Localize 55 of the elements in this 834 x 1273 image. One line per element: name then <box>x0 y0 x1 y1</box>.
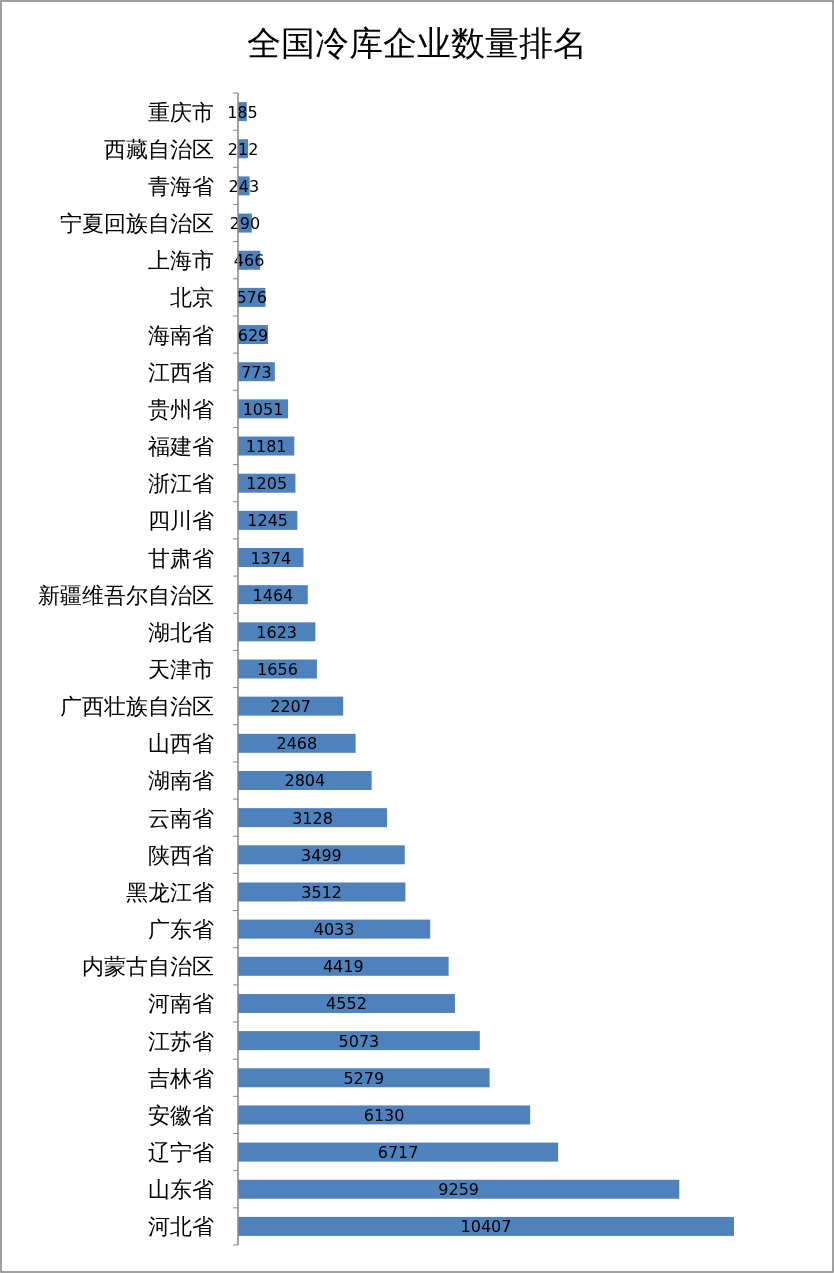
data-label: 1051 <box>242 399 284 419</box>
y-tick-label: 江西省 <box>148 359 214 385</box>
y-tick-label: 青海省 <box>148 173 214 199</box>
data-label: 1623 <box>256 622 298 642</box>
y-tick-label: 辽宁省 <box>148 1140 214 1166</box>
data-label: 5279 <box>343 1068 385 1088</box>
y-tick-label: 湖南省 <box>148 768 214 794</box>
y-tick-label: 湖北省 <box>148 619 214 645</box>
y-tick-label: 内蒙古自治区 <box>82 954 214 980</box>
y-tick-label: 甘肃省 <box>148 545 214 571</box>
chart-title: 全国冷库企业数量排名 <box>247 23 587 63</box>
y-tick-label: 天津市 <box>148 657 214 682</box>
y-tick-label: 海南省 <box>148 322 214 348</box>
y-tick-label: 广西壮族自治区 <box>60 694 214 720</box>
data-label: 4419 <box>322 957 364 977</box>
data-label: 10407 <box>460 1217 512 1237</box>
data-label: 6130 <box>363 1105 405 1125</box>
data-label: 1205 <box>246 474 288 494</box>
y-tick-label: 云南省 <box>148 805 214 831</box>
y-tick-label: 河南省 <box>148 991 214 1017</box>
y-tick-label: 山东省 <box>148 1177 214 1203</box>
y-tick-label: 吉林省 <box>148 1065 214 1091</box>
y-tick-label: 山西省 <box>148 731 214 757</box>
y-tick-label: 黑龙江省 <box>126 879 214 905</box>
data-label: 1245 <box>247 511 289 531</box>
data-label: 2468 <box>276 734 318 754</box>
data-label: 4033 <box>313 920 355 940</box>
y-tick-label: 福建省 <box>148 434 214 460</box>
data-label: 1181 <box>245 437 287 457</box>
y-tick-label: 西藏自治区 <box>104 136 214 162</box>
data-label: 9259 <box>438 1180 479 1200</box>
data-label: 1656 <box>257 660 298 679</box>
y-tick-label: 贵州省 <box>148 396 214 422</box>
y-tick-label: 河北省 <box>148 1214 214 1240</box>
data-label: 4552 <box>326 994 367 1014</box>
data-label: 5073 <box>338 1031 380 1051</box>
y-tick-label: 广东省 <box>148 917 214 943</box>
y-tick-label: 浙江省 <box>148 471 214 497</box>
data-label: 3512 <box>301 882 343 902</box>
data-label: 2207 <box>270 697 311 717</box>
y-tick-label: 陕西省 <box>148 842 214 868</box>
data-label: 2804 <box>284 771 326 791</box>
y-tick-label: 安徽省 <box>148 1102 214 1128</box>
y-tick-label: 重庆市 <box>148 99 214 125</box>
data-label: 3128 <box>292 808 333 828</box>
data-label: 1374 <box>250 548 292 568</box>
y-tick-label: 北京 <box>170 285 214 311</box>
y-tick-label: 江苏省 <box>148 1028 214 1054</box>
y-tick-label: 新疆维吾尔自治区 <box>38 582 214 608</box>
data-label: 1464 <box>252 585 294 605</box>
y-tick-label: 宁夏回族自治区 <box>60 211 214 237</box>
data-label: 6717 <box>377 1143 419 1163</box>
data-label: 3499 <box>301 845 342 865</box>
y-tick-label: 上海市 <box>148 248 214 274</box>
y-tick-label: 四川省 <box>148 508 214 534</box>
